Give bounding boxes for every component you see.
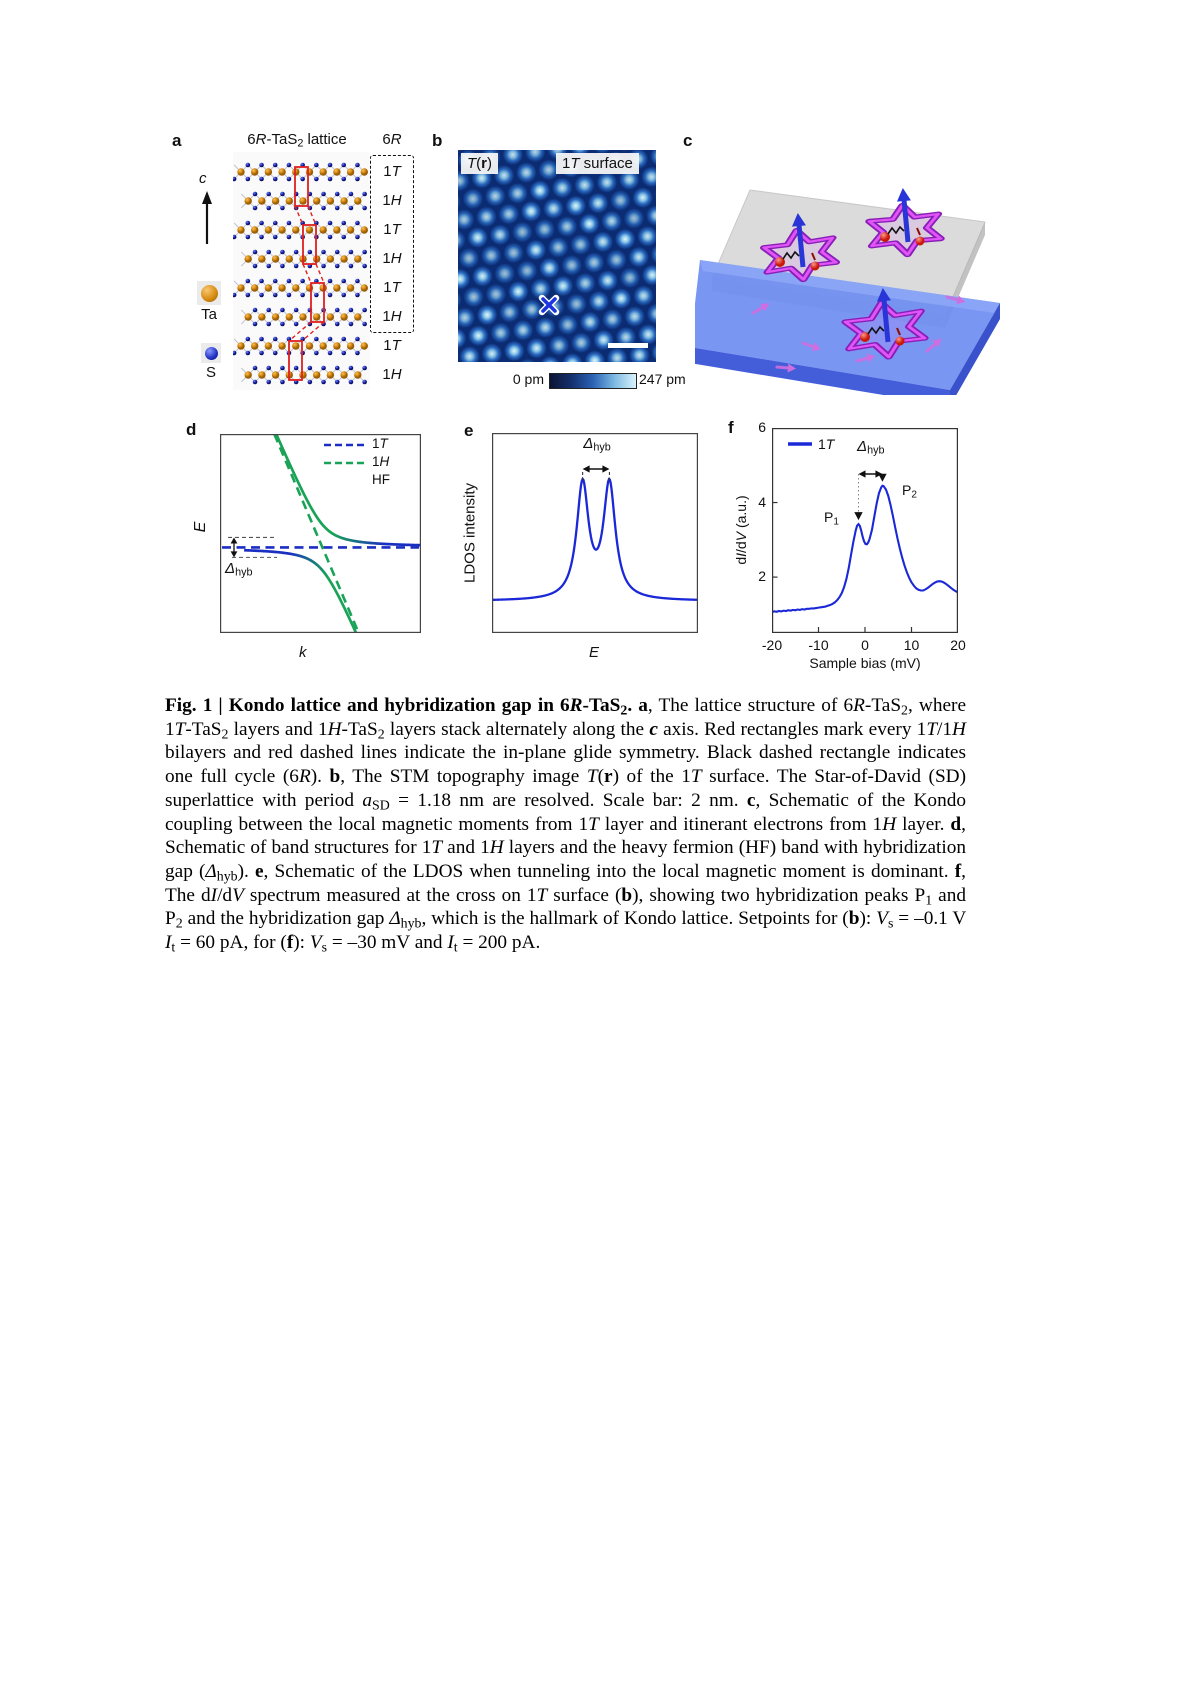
kondo-coupling-zigzag [887, 225, 905, 235]
layer-label: 1T [383, 279, 401, 296]
electron-sphere [915, 236, 925, 246]
electron-sphere [775, 257, 785, 267]
spectrum-xlabel: Sample bias (mV) [809, 655, 921, 671]
band-structure-plot [220, 434, 421, 633]
ldos-curve [492, 476, 698, 601]
stm-topography-image [458, 150, 656, 362]
c-axis-arrow-icon [202, 191, 212, 244]
electron-sphere [895, 336, 905, 346]
s-atom-icon [204, 346, 218, 360]
band-hf-lower [244, 548, 358, 632]
colorbar-min-label: 0 pm [512, 371, 544, 387]
band-legend-label: 1H [372, 454, 390, 469]
c-axis-label: c [199, 170, 207, 187]
kondo-coupling-schematic [695, 188, 1000, 395]
band-plot-xlabel: k [299, 644, 307, 661]
spectrum-xtick-label: 10 [903, 637, 920, 653]
lattice-structure-diagram [233, 152, 370, 390]
kondo-coupling-zigzag [782, 250, 800, 260]
stm-topo-tag: T(r) [461, 153, 499, 174]
band-legend-label: 1T [372, 436, 388, 451]
panel-e-letter: e [464, 421, 474, 440]
band-legend-label: HF [372, 472, 390, 487]
spectrum-ytick-label: 2 [758, 568, 766, 585]
layer-label: 1T [383, 221, 401, 238]
stm-surface-tag: 1T surface [556, 153, 639, 174]
layer-label: 1H [382, 250, 402, 267]
spectrum-ytick-label: 6 [758, 419, 766, 435]
panel-f-letter: f [728, 418, 734, 437]
panel-b-letter: b [432, 131, 443, 150]
ta-atom-icon [200, 284, 218, 302]
panel-c-letter: c [683, 131, 693, 150]
spectrum-ylabel: dI/dV (a.u.) [733, 495, 749, 565]
layer-label: 1T [383, 163, 401, 180]
s-legend-tile [201, 343, 221, 363]
electron-sphere [810, 261, 820, 271]
local-moment-arrow [791, 213, 806, 268]
spectrum-xtick-label: -20 [761, 637, 783, 653]
ldos-gap-label: Δhyb [583, 435, 611, 454]
didv-spectrum-plot [772, 428, 958, 633]
local-moment-arrow [896, 188, 911, 243]
measurement-cross-marker [538, 294, 560, 316]
spectrum-ytick-label: 4 [758, 493, 766, 510]
kondo-coupling-zigzag [867, 325, 885, 335]
p1-peak-label: P1 [824, 509, 839, 528]
ldos-schematic-plot [492, 433, 698, 633]
electron-sphere [860, 332, 870, 342]
spectrum-xtick-label: -10 [808, 637, 829, 653]
s-legend-label: S [205, 364, 216, 381]
panel-d-letter: d [186, 420, 197, 439]
ldos-xlabel: E [589, 644, 600, 661]
electron-sphere [880, 232, 890, 242]
ldos-ylabel: LDOS intensity [461, 482, 479, 584]
scale-bar [608, 343, 648, 348]
cycle-6r-dashed-box [370, 155, 414, 333]
didv-curve [772, 484, 958, 614]
layer-label: 1H [382, 366, 402, 383]
band-gap-label: Δhyb [225, 560, 253, 579]
colorbar-max-label: 247 pm [639, 371, 686, 387]
p2-peak-label: P2 [902, 482, 917, 501]
colorbar-gradient [549, 373, 637, 389]
spectrum-legend-label: 1T [818, 436, 835, 452]
spectrum-xtick-label: 20 [950, 637, 966, 653]
panel-a-letter: a [172, 131, 182, 150]
layer-label: 1H [382, 308, 402, 325]
ta-legend-label: Ta [201, 306, 217, 323]
ta-legend-tile [197, 281, 221, 305]
layer-label: 1T [383, 337, 401, 354]
layer-label: 1H [382, 192, 402, 209]
local-moment-arrow [876, 288, 891, 343]
band-hf-upper [275, 435, 420, 547]
spectrum-xtick-label: 0 [861, 637, 869, 653]
band-1h-line [273, 435, 360, 632]
band-plot-ylabel: E [192, 521, 209, 533]
cycle-6r-header: 6R [382, 131, 402, 148]
panel-a-title: 6R-TaS2 lattice [247, 131, 347, 150]
figure-caption: Fig. 1 | Kondo lattice and hybridization… [165, 695, 967, 956]
spectrum-gap-label: Δhyb [857, 438, 885, 457]
